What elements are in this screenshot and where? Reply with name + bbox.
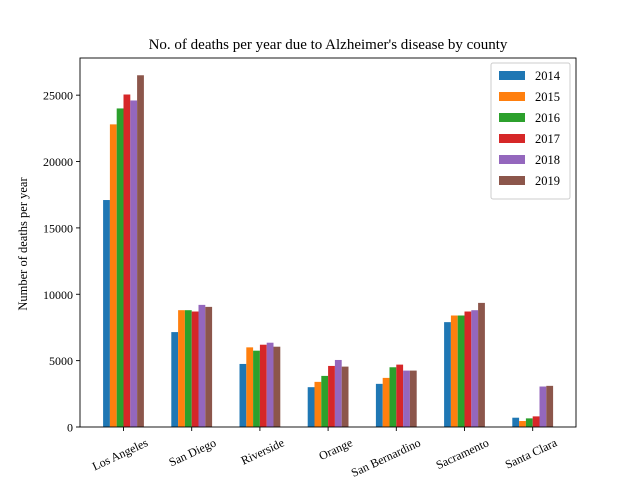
bar-2016-santa-clara xyxy=(525,418,533,427)
y-tick-label: 15000 xyxy=(43,221,73,235)
bar-2015-orange xyxy=(314,381,322,427)
legend-swatch-2019 xyxy=(499,176,525,185)
bar-2019-riverside xyxy=(273,346,281,427)
bar-2019-san-diego xyxy=(205,306,213,427)
legend-label-2014: 2014 xyxy=(535,69,561,83)
bar-2015-san-diego xyxy=(178,310,185,427)
legend-label-2018: 2018 xyxy=(535,153,560,167)
bar-2015-san-bernardino xyxy=(382,377,390,427)
bar-2017-san-bernardino xyxy=(396,364,404,427)
x-tick-label: Orange xyxy=(317,435,355,463)
x-tick-label: Riverside xyxy=(239,435,287,467)
bar-2016-san-bernardino xyxy=(389,367,397,427)
bar-2014-los-angeles xyxy=(103,200,110,427)
bar-2017-orange xyxy=(328,365,335,427)
legend-label-2016: 2016 xyxy=(535,111,560,125)
bar-2014-riverside xyxy=(239,363,247,427)
x-tick-label: San Diego xyxy=(167,435,219,469)
x-tick-label: San Bernardino xyxy=(349,435,423,479)
bar-2014-san-bernardino xyxy=(375,383,383,427)
bar-2014-san-diego xyxy=(171,332,179,427)
legend: 2014 2015 2016 2017 2018 2019 xyxy=(490,62,571,200)
legend-swatch-2017 xyxy=(499,134,525,143)
chart-title: No. of deaths per year due to Alzheimer'… xyxy=(149,37,508,53)
bar-2019-sacramento xyxy=(478,302,485,427)
legend-label-2019: 2019 xyxy=(535,174,560,188)
y-tick-label: 10000 xyxy=(43,288,73,302)
bar-2018-sacramento xyxy=(471,310,479,427)
bar-2018-riverside xyxy=(266,342,274,427)
legend-swatch-2016 xyxy=(499,113,525,122)
bar-2014-santa-clara xyxy=(512,417,520,427)
bar-2016-san-diego xyxy=(184,310,192,427)
bar-2016-riverside xyxy=(253,350,260,427)
legend-swatch-2018 xyxy=(499,155,525,164)
bar-2018-los-angeles xyxy=(130,100,138,427)
bar-2019-santa-clara xyxy=(546,385,554,427)
y-tick-label: 5000 xyxy=(49,354,73,368)
bar-2016-orange xyxy=(321,375,329,427)
bar-2014-orange xyxy=(307,387,315,427)
y-axis-label: Number of deaths per year xyxy=(16,177,30,311)
bar-2017-los-angeles xyxy=(123,94,131,427)
bar-2014-sacramento xyxy=(444,322,451,427)
bar-2015-los-angeles xyxy=(109,124,117,428)
bar-2017-san-diego xyxy=(191,311,199,427)
bar-2018-santa-clara xyxy=(539,386,547,427)
bar-2017-sacramento xyxy=(464,311,472,427)
legend-swatch-2015 xyxy=(499,92,525,101)
legend-label-2017: 2017 xyxy=(535,132,560,146)
y-tick-label: 0 xyxy=(67,421,73,435)
bar-2015-riverside xyxy=(246,347,254,427)
bar-2015-santa-clara xyxy=(519,421,526,427)
bar-2018-orange xyxy=(334,359,342,427)
y-tick-label: 20000 xyxy=(43,155,73,169)
bar-2018-san-bernardino xyxy=(403,370,410,427)
x-tick-label: Sacramento xyxy=(434,435,491,472)
legend-swatch-2014 xyxy=(499,71,525,80)
legend-label-2015: 2015 xyxy=(535,90,560,104)
bar-2015-sacramento xyxy=(450,315,458,427)
bar-2019-orange xyxy=(341,366,349,427)
bar-2017-riverside xyxy=(259,344,267,427)
bar-2019-san-bernardino xyxy=(409,370,417,427)
bar-2016-los-angeles xyxy=(116,108,124,427)
bar-2017-santa-clara xyxy=(532,416,540,427)
bar-2016-sacramento xyxy=(457,315,465,427)
x-tick-label: Los Angeles xyxy=(90,435,150,473)
bar-2019-los-angeles xyxy=(137,75,144,427)
y-tick-label: 25000 xyxy=(43,89,73,103)
x-tick-label: Santa Clara xyxy=(503,435,560,471)
bar-2018-san-diego xyxy=(198,304,206,427)
